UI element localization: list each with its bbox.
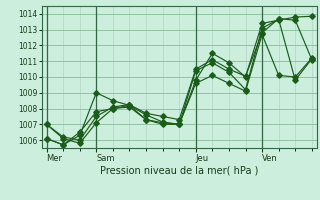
X-axis label: Pression niveau de la mer( hPa ): Pression niveau de la mer( hPa ) <box>100 165 258 175</box>
